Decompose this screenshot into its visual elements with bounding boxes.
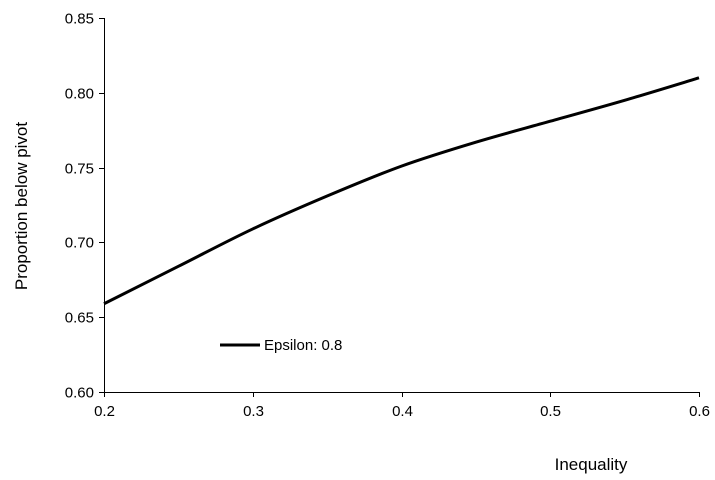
x-axis-ticks: 0.2 0.3 0.4 0.5 0.6 [94, 392, 710, 420]
y-axis-title: Proportion below pivot [12, 122, 31, 290]
y-tick-label: 0.60 [65, 385, 94, 402]
y-tick-label: 0.70 [65, 235, 94, 252]
x-tick-label: 0.5 [540, 403, 561, 420]
x-tick-label: 0.6 [689, 403, 710, 420]
series-line-0 [103, 76, 700, 306]
legend-label-epsilon: Epsilon: 0.8 [264, 337, 342, 354]
x-axis-title: Inequality [555, 455, 628, 474]
y-tick-label: 0.65 [65, 310, 94, 327]
x-tick-label: 0.3 [243, 403, 264, 420]
y-tick-label: 0.85 [65, 11, 94, 28]
x-tick-label: 0.2 [94, 403, 115, 420]
legend: Epsilon: 0.8 [220, 337, 342, 354]
y-tick-label: 0.75 [65, 161, 94, 178]
y-axis-ticks: 0.60 0.65 0.70 0.75 0.80 0.85 [65, 11, 104, 402]
x-tick-label: 0.4 [392, 403, 413, 420]
series-layer [103, 76, 700, 306]
y-tick-label: 0.80 [65, 86, 94, 103]
